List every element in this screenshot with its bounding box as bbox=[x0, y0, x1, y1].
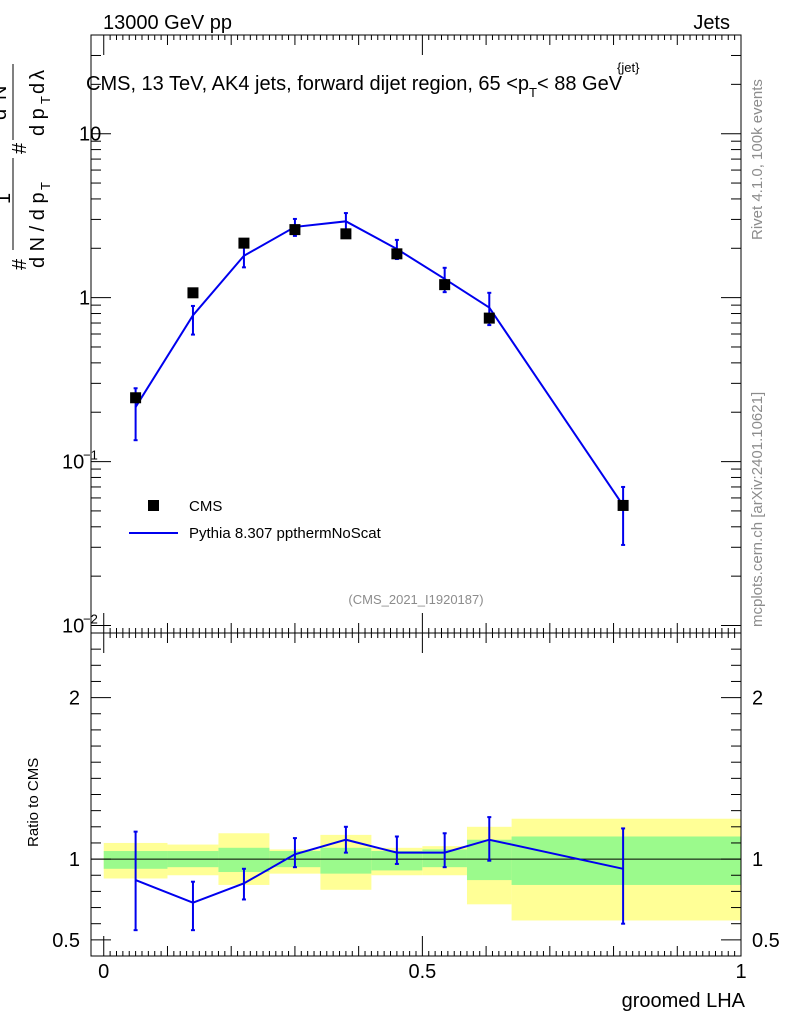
main-y-tick-exponent: −1 bbox=[83, 448, 98, 463]
svg-text:T: T bbox=[38, 182, 53, 190]
rivet-label: Rivet 4.1.0, 100k events bbox=[749, 79, 766, 240]
x-tick-label: 0 bbox=[98, 961, 109, 983]
category-label: Jets bbox=[693, 12, 730, 34]
svg-text:λ: λ bbox=[27, 70, 49, 80]
data-point bbox=[391, 248, 403, 260]
plot-title-prefix: CMS, 13 TeV, AK4 jets, forward dijet reg… bbox=[86, 73, 529, 95]
ratio-y-tick-label: 1 bbox=[69, 849, 80, 871]
legend-cms-marker bbox=[148, 500, 159, 511]
legend-cms-label: CMS bbox=[189, 498, 222, 515]
analysis-watermark: (CMS_2021_I1920187) bbox=[348, 592, 483, 607]
main-y-tick-label: 10 bbox=[62, 452, 84, 474]
data-point bbox=[130, 392, 142, 404]
svg-text:1: 1 bbox=[0, 193, 15, 204]
legend-pythia-label: Pythia 8.307 ppthermNoScat bbox=[189, 525, 382, 542]
ratio-y-tick-label-right: 0.5 bbox=[752, 930, 780, 952]
main-frame bbox=[90, 34, 742, 634]
main-plot bbox=[130, 212, 629, 546]
svg-text:N: N bbox=[0, 86, 11, 100]
plot-title-sub: T bbox=[529, 85, 537, 100]
svg-text:#: # bbox=[9, 258, 31, 270]
svg-text:d: d bbox=[0, 109, 11, 120]
data-point bbox=[238, 237, 250, 249]
main-y-axis-label: # d N / d p T 1 # d p T d λ d 2 N bbox=[0, 64, 53, 270]
plot-title: CMS, 13 TeV, AK4 jets, forward dijet reg… bbox=[86, 73, 623, 100]
data-point bbox=[483, 312, 495, 324]
x-axis-label: groomed LHA bbox=[622, 990, 746, 1012]
main-y-tick-exponent: −2 bbox=[83, 611, 98, 626]
data-point bbox=[187, 287, 199, 299]
ratio-y-tick-label-right: 2 bbox=[752, 688, 763, 710]
ratio-y-axis-label: Ratio to CMS bbox=[25, 758, 42, 847]
data-point bbox=[289, 224, 301, 236]
energy-label: 13000 GeV pp bbox=[103, 12, 232, 34]
x-tick-label: 1 bbox=[735, 961, 746, 983]
data-point bbox=[617, 499, 629, 511]
svg-text:#: # bbox=[9, 142, 31, 154]
plot-title-sup: {jet} bbox=[617, 60, 640, 75]
ratio-plot bbox=[91, 816, 741, 932]
mc-series-line bbox=[134, 220, 624, 506]
data-point bbox=[340, 228, 352, 240]
svg-text:T: T bbox=[38, 96, 53, 104]
plot-title-suffix: < 88 GeV bbox=[537, 73, 623, 95]
legend: CMS Pythia 8.307 ppthermNoScat bbox=[129, 498, 382, 542]
svg-text:d N / d p: d N / d p bbox=[27, 192, 49, 268]
main-y-tick-label: 10 bbox=[79, 124, 101, 146]
main-y-tick-label: 10 bbox=[62, 615, 84, 637]
svg-text:2: 2 bbox=[0, 100, 1, 107]
ratio-y-tick-label-right: 1 bbox=[752, 849, 763, 871]
svg-text:d: d bbox=[27, 83, 49, 94]
mcplots-label: mcplots.cern.ch [arXiv:2401.10621] bbox=[749, 392, 766, 627]
main-y-tick-label: 1 bbox=[79, 288, 90, 310]
ratio-y-tick-label: 0.5 bbox=[52, 930, 80, 952]
ratio-y-tick-label: 2 bbox=[69, 688, 80, 710]
ratio-green-band bbox=[511, 836, 741, 885]
svg-text:d p: d p bbox=[27, 108, 49, 136]
data-point bbox=[439, 279, 451, 291]
x-tick-label: 0.5 bbox=[408, 961, 436, 983]
